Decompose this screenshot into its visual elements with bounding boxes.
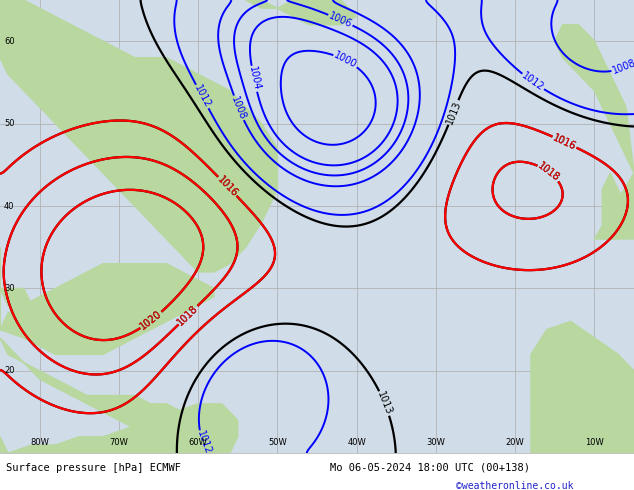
Text: 1016: 1016 [552,132,578,152]
Polygon shape [0,404,238,453]
Text: Surface pressure [hPa] ECMWF: Surface pressure [hPa] ECMWF [6,463,181,473]
Text: 1018: 1018 [536,161,562,184]
Text: 1020: 1020 [138,309,164,332]
Text: 1008: 1008 [230,95,248,121]
Text: 1016: 1016 [552,132,578,152]
Polygon shape [0,247,214,354]
Text: 60W: 60W [189,438,207,447]
Text: 1016: 1016 [215,174,240,198]
Text: 80W: 80W [30,438,49,447]
Text: 10W: 10W [585,438,604,447]
Text: 1000: 1000 [332,50,359,70]
Text: 1006: 1006 [327,10,354,29]
Text: 1018: 1018 [176,303,200,327]
Text: 40W: 40W [347,438,366,447]
Text: 30: 30 [4,284,15,293]
Text: 1016: 1016 [215,174,240,198]
Text: 1018: 1018 [536,161,562,184]
Text: 1018: 1018 [176,303,200,327]
Text: Mo 06-05-2024 18:00 UTC (00+138): Mo 06-05-2024 18:00 UTC (00+138) [330,463,529,473]
Text: 70W: 70W [110,438,128,447]
Text: 1012: 1012 [192,83,212,110]
Text: 1008: 1008 [611,58,634,76]
Text: 30W: 30W [427,438,445,447]
Polygon shape [602,173,634,239]
Polygon shape [0,338,230,445]
Text: 1004: 1004 [247,66,262,92]
Polygon shape [531,321,634,453]
Text: 20: 20 [4,367,15,375]
Text: 50W: 50W [268,438,287,447]
Text: 1013: 1013 [444,99,463,126]
Text: 1012: 1012 [195,430,212,456]
Text: 1013: 1013 [375,390,394,416]
Polygon shape [0,0,277,272]
Polygon shape [0,289,39,338]
Text: 20W: 20W [506,438,524,447]
Text: 1020: 1020 [138,309,164,332]
Text: ©weatheronline.co.uk: ©weatheronline.co.uk [456,481,574,490]
Polygon shape [555,24,634,239]
Text: 1012: 1012 [520,71,546,93]
Text: 50: 50 [4,119,15,128]
Text: 60: 60 [4,37,15,46]
Text: 40: 40 [4,201,15,211]
Polygon shape [245,0,356,24]
